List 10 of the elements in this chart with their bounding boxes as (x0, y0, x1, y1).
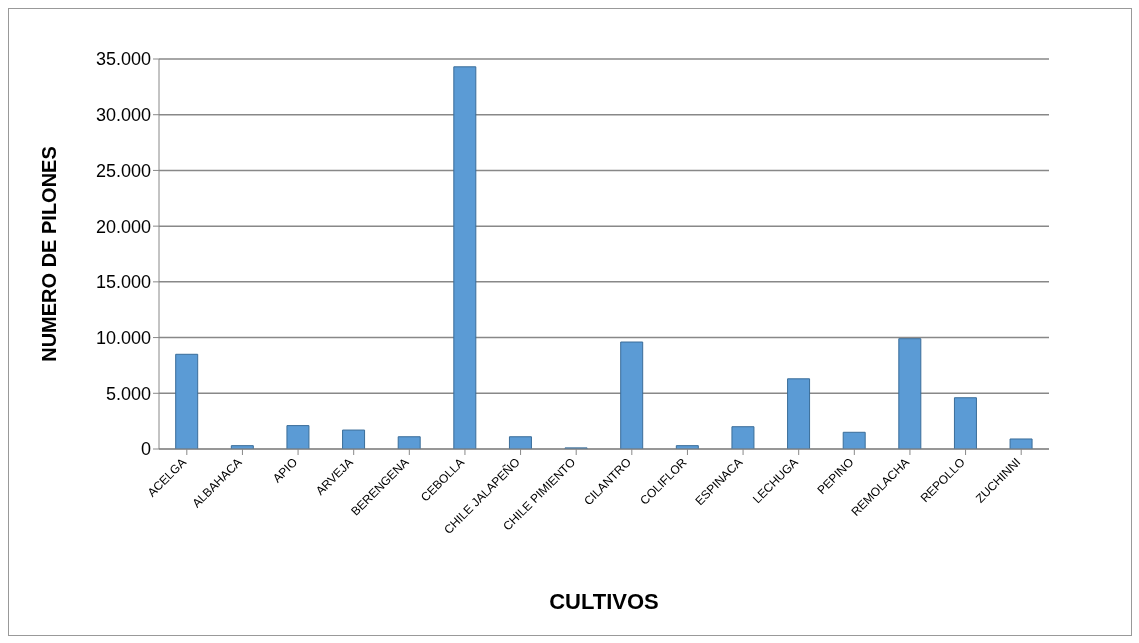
y-tick-label: 25.000 (95, 160, 151, 181)
y-tick-label: 30.000 (95, 105, 151, 126)
y-tick-label: 0 (140, 439, 151, 460)
y-tick-label: 20.000 (95, 216, 151, 237)
y-tick-label: 5.000 (105, 383, 151, 404)
y-tick-label: 10.000 (95, 327, 151, 348)
y-tick-label: 15.000 (95, 272, 151, 293)
y-tick-label: 35.000 (95, 49, 151, 70)
x-axis-title: CULTIVOS (549, 589, 659, 614)
y-axis-title: NUMERO DE PILONES (38, 146, 61, 362)
